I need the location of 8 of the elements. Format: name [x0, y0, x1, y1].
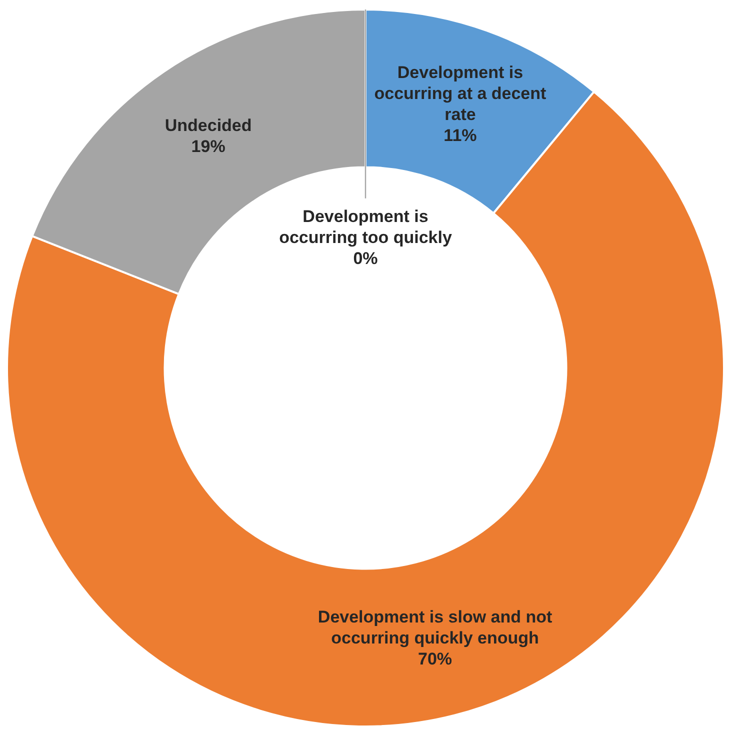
text: 0%	[353, 248, 378, 268]
data-label: 70%	[418, 650, 452, 669]
data-label: 11%	[444, 126, 477, 146]
category-label: Development is occurring too quickly	[279, 206, 452, 247]
slice-label: Development is occurring at a decent rate	[374, 63, 547, 124]
slice-label: Undecided	[164, 116, 252, 135]
slice-label: Development is slow and not occurring quickly enough	[318, 608, 553, 648]
data-label: 19%	[191, 136, 226, 156]
